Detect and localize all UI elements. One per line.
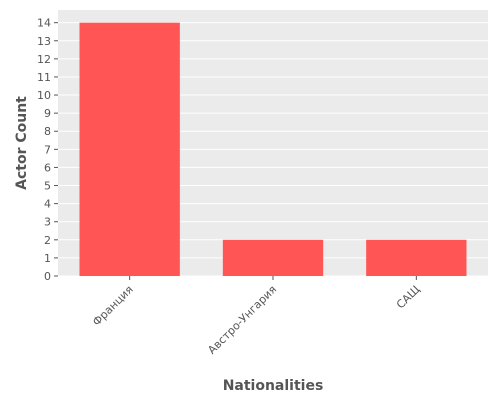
x-axis-ticks: Франция Австро-Унгария САЩ — [90, 276, 422, 357]
bar — [79, 22, 180, 276]
y-tick-label: 13 — [37, 35, 51, 48]
bar — [222, 239, 324, 276]
x-axis-title: Nationalities — [223, 378, 324, 394]
y-tick-label: 0 — [44, 270, 51, 283]
y-tick-label: 7 — [44, 143, 51, 156]
y-tick-label: 8 — [44, 125, 51, 138]
y-tick-label: 14 — [37, 17, 51, 30]
y-axis-title: Actor Count — [14, 96, 30, 190]
x-tick-label: Австро-Унгария — [205, 283, 279, 357]
bars — [79, 22, 467, 276]
x-tick-label: САЩ — [394, 283, 422, 311]
y-tick-label: 6 — [44, 161, 51, 174]
bar — [366, 239, 467, 276]
y-tick-label: 10 — [37, 89, 51, 102]
y-tick-label: 9 — [44, 107, 51, 120]
x-tick-label: Франция — [90, 283, 136, 329]
y-tick-label: 11 — [37, 71, 51, 84]
y-tick-label: 2 — [44, 234, 51, 247]
y-tick-label: 4 — [44, 198, 51, 211]
y-tick-label: 12 — [37, 53, 51, 66]
y-tick-label: 1 — [44, 252, 51, 265]
y-tick-label: 5 — [44, 180, 51, 193]
y-tick-label: 3 — [44, 216, 51, 229]
